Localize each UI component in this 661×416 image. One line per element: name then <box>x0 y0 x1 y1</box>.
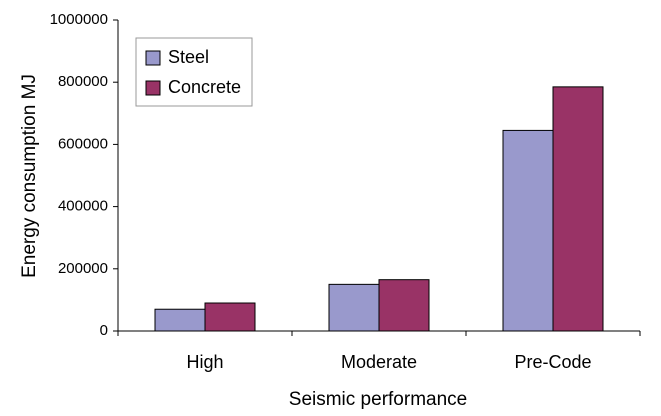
y-tick-label: 200000 <box>58 260 108 277</box>
bar <box>204 302 256 332</box>
bar <box>552 86 604 332</box>
x-tick-label: Pre-Code <box>514 352 591 372</box>
y-tick-label: 600000 <box>58 135 108 152</box>
legend-label: Concrete <box>168 77 241 97</box>
y-tick-label: 1000000 <box>50 11 108 28</box>
x-axis-title: Seismic performance <box>289 389 467 410</box>
bar <box>502 129 554 332</box>
y-tick-label: 800000 <box>58 73 108 90</box>
bar <box>154 308 206 332</box>
y-axis-title: Energy consumption MJ <box>19 74 40 278</box>
y-tick-label: 0 <box>100 322 108 339</box>
x-tick-label: Moderate <box>341 352 417 372</box>
bar <box>378 279 430 332</box>
bar <box>328 283 380 332</box>
y-tick-label: 400000 <box>58 198 108 215</box>
x-tick-label: High <box>186 352 223 372</box>
legend-swatch <box>145 80 161 96</box>
legend-label: Steel <box>168 47 209 67</box>
legend-swatch <box>145 50 161 66</box>
